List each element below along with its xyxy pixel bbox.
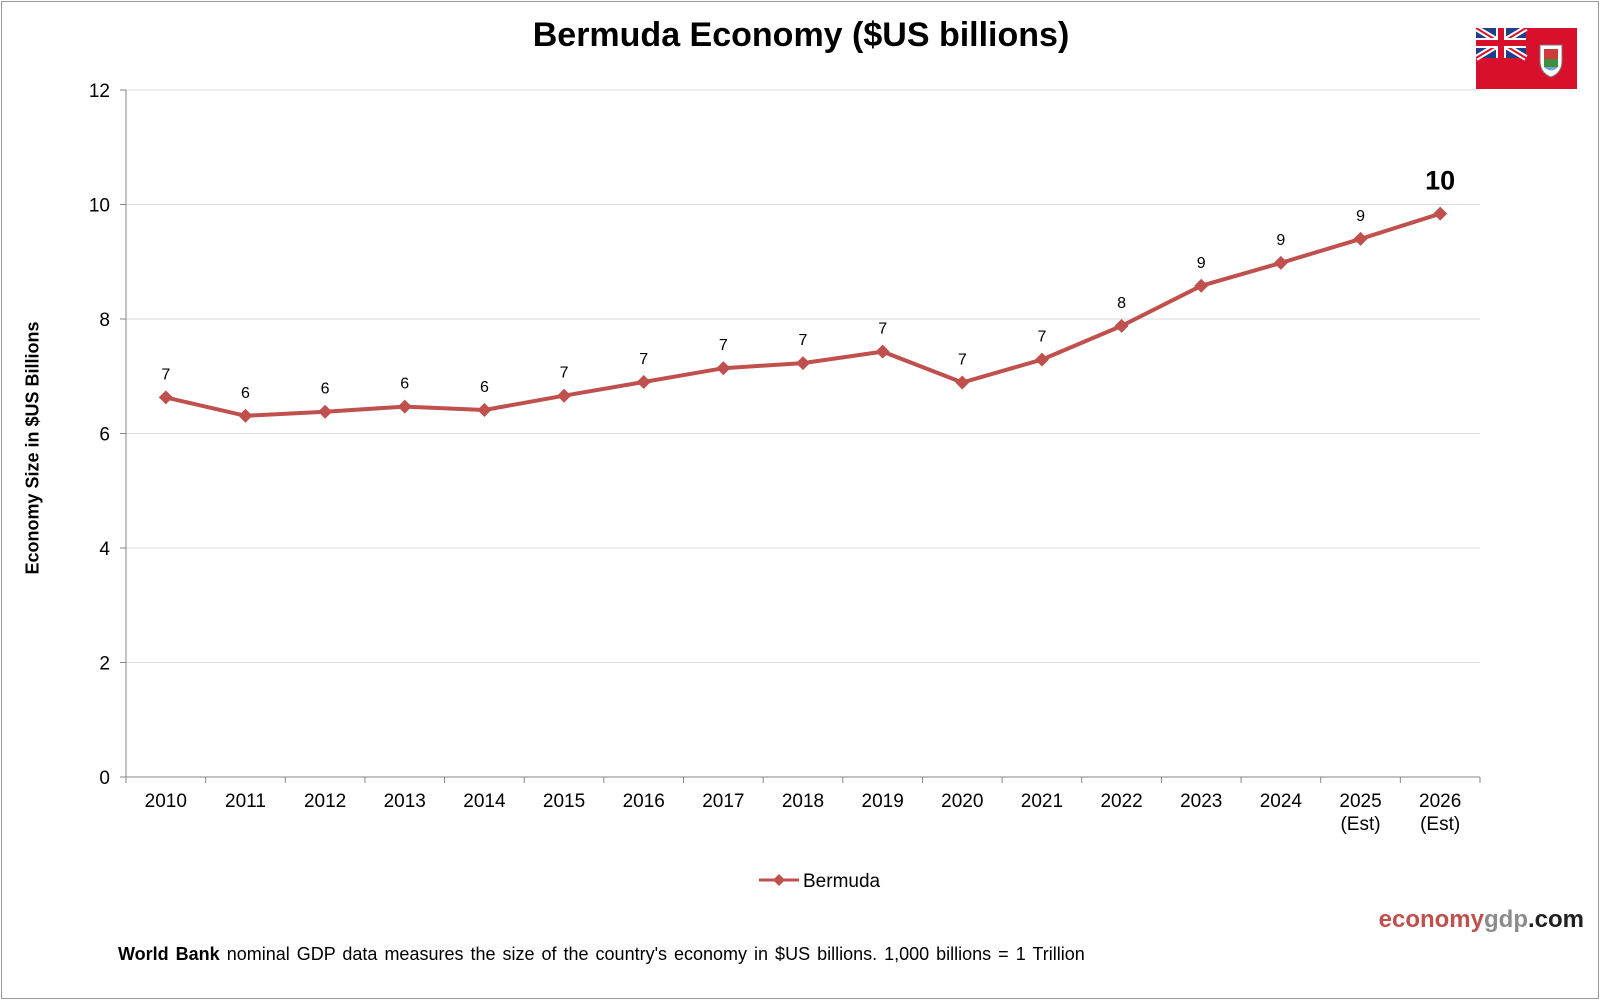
data-label: 9 <box>1356 208 1365 225</box>
x-tick-label: 2017 <box>702 791 744 812</box>
data-label: 7 <box>560 365 569 382</box>
brand-part-2: gdp <box>1484 906 1528 933</box>
data-point <box>796 356 810 371</box>
gridlines <box>126 89 1480 663</box>
source-description: nominal GDP data measures the size of th… <box>219 944 1085 964</box>
data-point <box>636 374 651 389</box>
data-labels: 7 6 6 6 6 7 7 7 7 7 7 7 8 9 9 9 10 <box>161 166 1455 402</box>
data-point <box>1273 255 1288 270</box>
x-tick-label: 2015 <box>543 791 585 812</box>
brand-part-1: economy <box>1378 906 1484 933</box>
legend-marker <box>773 874 785 886</box>
source-footnote: World Bank nominal GDP data measures the… <box>118 944 1085 965</box>
data-label: 10 <box>1425 166 1455 196</box>
chart-title: Bermuda Economy ($US billions) <box>532 16 1070 54</box>
data-point <box>477 403 492 418</box>
y-tick-labels: 0 2 4 6 8 10 12 <box>89 81 111 789</box>
series-bermuda <box>158 206 1448 423</box>
y-tick-label: 0 <box>99 768 110 789</box>
x-tick-label: (Est) <box>1340 814 1380 835</box>
data-label: 7 <box>958 352 967 369</box>
data-label: 8 <box>1117 295 1126 312</box>
data-point <box>238 408 253 423</box>
data-point <box>716 361 731 376</box>
source-name: World Bank <box>118 944 220 964</box>
x-tick-label: 2019 <box>862 791 904 812</box>
x-tick-label: 2025 <box>1339 791 1381 812</box>
y-tick-label: 6 <box>99 425 110 446</box>
series-line <box>165 211 1441 418</box>
y-tick-label: 10 <box>89 196 110 217</box>
data-point <box>557 388 572 403</box>
x-tick-label: (Est) <box>1420 814 1460 835</box>
data-label: 7 <box>878 321 887 338</box>
legend: Bermuda <box>759 871 881 892</box>
y-tick-label: 2 <box>99 654 110 675</box>
x-tick-label: 2016 <box>623 791 665 812</box>
x-tick-label: 2024 <box>1260 791 1303 812</box>
x-tick-label: 2013 <box>384 791 426 812</box>
data-point <box>397 399 412 414</box>
y-tick-label: 8 <box>99 310 110 331</box>
data-point <box>1034 352 1049 367</box>
data-label: 7 <box>799 332 808 349</box>
x-tick-label: 2018 <box>782 791 824 812</box>
y-tick-label: 12 <box>89 81 110 102</box>
x-tick-label: 2023 <box>1180 791 1222 812</box>
x-tick-label: 2026 <box>1419 791 1461 812</box>
brand-logo: economygdp.com <box>1379 906 1584 934</box>
axes <box>120 89 1481 783</box>
data-label: 6 <box>241 385 250 402</box>
data-label: 6 <box>400 376 409 393</box>
x-tick-label: 2012 <box>304 791 346 812</box>
data-label: 9 <box>1197 255 1206 272</box>
x-tick-label: 2011 <box>225 791 266 812</box>
data-point <box>955 375 970 390</box>
y-tick-label: 4 <box>99 539 110 560</box>
data-label: 9 <box>1276 232 1285 249</box>
x-tick-label: 2014 <box>463 791 506 812</box>
data-label: 6 <box>480 379 489 396</box>
data-point <box>1353 231 1368 246</box>
x-tick-label: 2020 <box>941 791 983 812</box>
data-label: 7 <box>719 337 728 354</box>
brand-part-3: .com <box>1527 906 1584 933</box>
data-point <box>1433 206 1448 221</box>
data-point <box>875 344 890 359</box>
data-label: 7 <box>639 351 648 368</box>
data-label: 7 <box>1037 329 1046 346</box>
x-tick-label: 2021 <box>1021 791 1063 812</box>
data-point <box>1114 318 1129 333</box>
data-label: 6 <box>321 381 330 398</box>
data-point <box>1194 278 1209 293</box>
data-point <box>158 390 173 405</box>
data-label: 7 <box>161 366 170 383</box>
x-tick-label: 2010 <box>145 791 187 812</box>
data-point <box>318 404 333 419</box>
legend-label: Bermuda <box>803 871 881 892</box>
x-tick-labels: 2010 2011 2012 2013 2014 2015 2016 2017 2018 2019… <box>145 791 1462 835</box>
x-tick-label: 2022 <box>1100 791 1142 812</box>
bermuda-flag-icon <box>1474 25 1577 89</box>
